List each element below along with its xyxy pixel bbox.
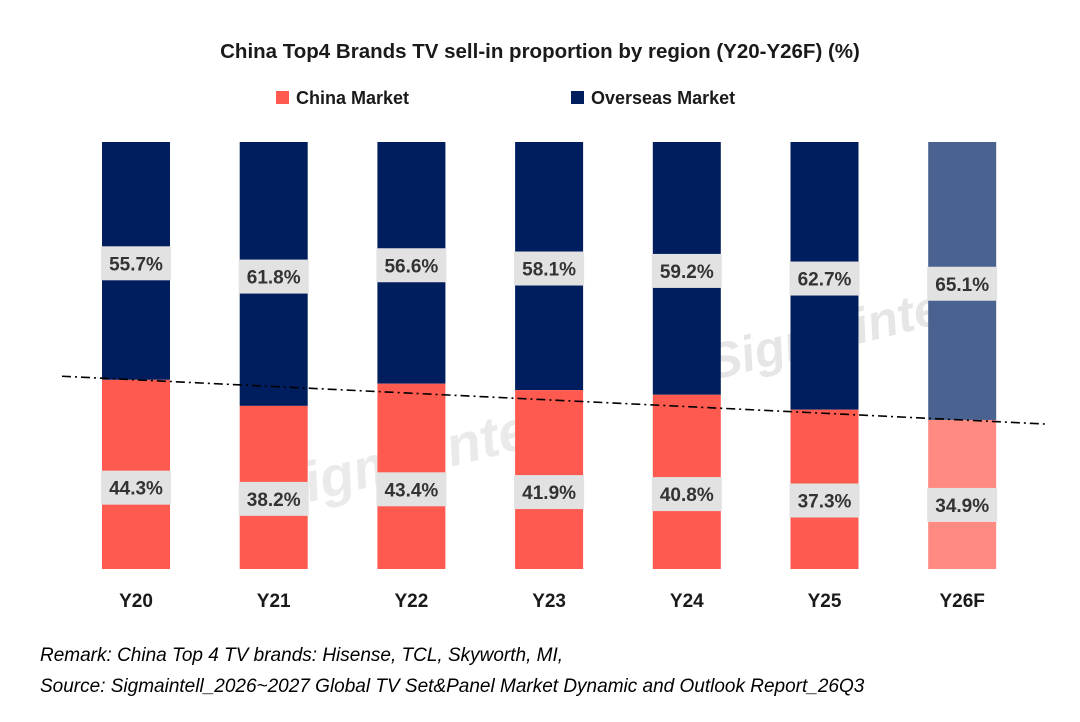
data-label-overseas-y20-box (101, 246, 171, 281)
x-tick-label-y22: Y22 (394, 591, 428, 612)
data-label-china-y26f-text: 34.9% (935, 496, 989, 517)
data-label-china-y24-text: 40.8% (660, 485, 714, 506)
data-label-overseas-y20: 55.7% (101, 246, 171, 281)
legend-label-china: China Market (296, 88, 409, 108)
data-label-overseas-y23: 58.1% (514, 251, 585, 286)
x-tick-label-y21: Y21 (257, 591, 291, 612)
footnotes: Remark: China Top 4 TV brands: Hisense, … (40, 640, 864, 702)
x-tick-label-y25: Y25 (808, 591, 842, 612)
data-label-overseas-y24: 59.2% (651, 253, 722, 288)
data-label-overseas-y20-text: 55.7% (109, 254, 163, 275)
data-label-overseas-y23-box (514, 251, 585, 286)
data-label-overseas-y26f-box (927, 266, 998, 301)
x-tick-label-y26f: Y26F (939, 591, 984, 612)
data-label-overseas-y22-text: 56.6% (384, 256, 438, 277)
data-label-china-y20: 44.3% (101, 470, 171, 505)
data-label-china-y22: 43.4% (376, 472, 447, 507)
data-label-overseas-y22-box (376, 248, 447, 283)
stacked-bar-chart: China Top4 Brands TV sell-in proportion … (61, 40, 1046, 612)
data-label-china-y23-box (514, 475, 585, 510)
data-label-overseas-y25-text: 62.7% (798, 270, 852, 291)
source-text: Source: Sigmaintell_2026~2027 Global TV … (40, 676, 865, 697)
x-tick-label-y20: Y20 (119, 591, 153, 612)
legend-swatch-overseas (571, 91, 584, 104)
data-label-china-y26f: 34.9% (927, 487, 998, 522)
legend-label-overseas: Overseas Market (591, 88, 735, 108)
x-axis-labels: Y20 Y21 Y22 Y23 Y24 Y25 Y26F (119, 591, 985, 612)
data-label-china-y21: 38.2% (238, 481, 309, 516)
x-tick-label-y24: Y24 (670, 591, 704, 612)
data-label-overseas-y24-box (651, 253, 722, 288)
trend-line (61, 375, 1046, 425)
data-labels-group: 55.7% 44.3% 61.8% 38.2% 56.6% 43.4% 58.1% 41.9%… (101, 246, 998, 522)
data-label-overseas-y23-text: 58.1% (522, 260, 576, 281)
remark-text: Remark: China Top 4 TV brands: Hisense, … (40, 645, 564, 666)
data-label-overseas-y25: 62.7% (789, 261, 860, 296)
data-label-china-y23-text: 41.9% (522, 483, 576, 504)
data-label-overseas-y26f-text: 65.1% (935, 275, 989, 296)
data-label-china-y25-text: 37.3% (798, 492, 852, 513)
data-label-china-y25: 37.3% (789, 483, 860, 518)
data-label-china-y20-text: 44.3% (109, 479, 163, 500)
trend-line-group (61, 375, 1046, 425)
data-label-china-y21-text: 38.2% (247, 490, 301, 511)
data-label-china-y21-box (238, 481, 309, 516)
data-label-overseas-y21-box (238, 259, 309, 294)
data-label-china-y25-box (789, 483, 860, 518)
data-label-overseas-y24-text: 59.2% (660, 262, 714, 283)
data-label-overseas-y26f: 65.1% (927, 266, 998, 301)
data-label-china-y20-box (101, 470, 171, 505)
data-label-overseas-y25-box (789, 261, 860, 296)
chart-title: China Top4 Brands TV sell-in proportion … (220, 40, 860, 63)
data-label-china-y22-box (376, 472, 447, 507)
legend: China Market Overseas Market (276, 88, 735, 108)
data-label-overseas-y21: 61.8% (238, 259, 309, 294)
data-label-china-y23: 41.9% (514, 475, 585, 510)
data-label-overseas-y21-text: 61.8% (247, 268, 301, 289)
data-label-china-y26f-box (927, 487, 998, 522)
data-label-overseas-y22: 56.6% (376, 248, 447, 283)
legend-swatch-china (276, 91, 289, 104)
data-label-china-y24: 40.8% (651, 477, 722, 512)
x-tick-label-y23: Y23 (532, 591, 566, 612)
data-label-china-y22-text: 43.4% (384, 480, 438, 501)
data-label-china-y24-box (651, 477, 722, 512)
